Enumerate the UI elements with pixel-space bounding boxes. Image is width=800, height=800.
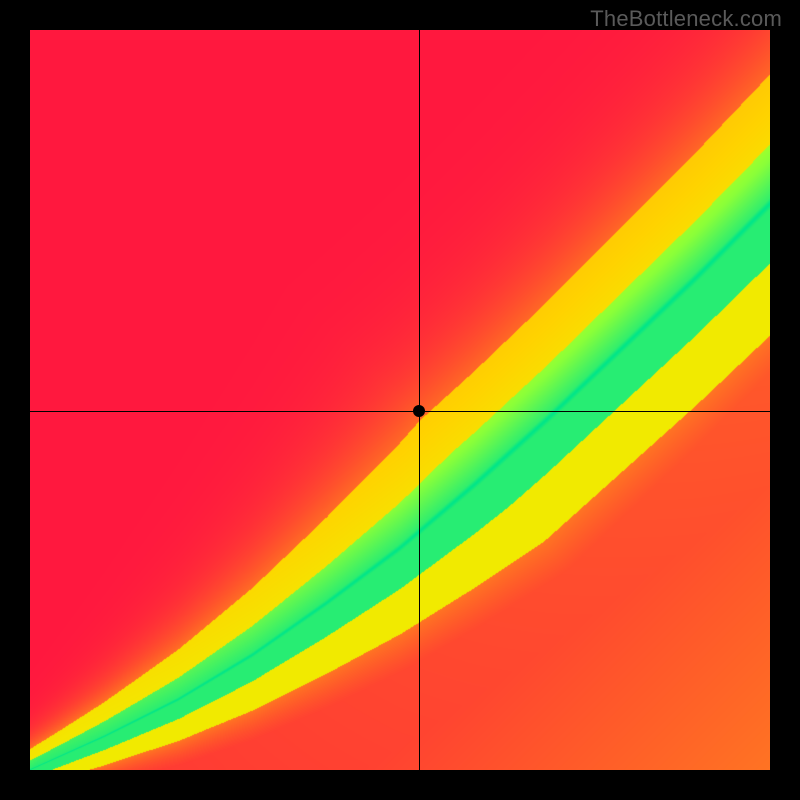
- chart-container: TheBottleneck.com: [0, 0, 800, 800]
- plot-area: [30, 30, 770, 770]
- watermark-text: TheBottleneck.com: [590, 6, 782, 32]
- crosshair-horizontal: [30, 411, 770, 412]
- crosshair-marker: [413, 405, 425, 417]
- heatmap-canvas: [30, 30, 770, 770]
- crosshair-vertical: [419, 30, 420, 770]
